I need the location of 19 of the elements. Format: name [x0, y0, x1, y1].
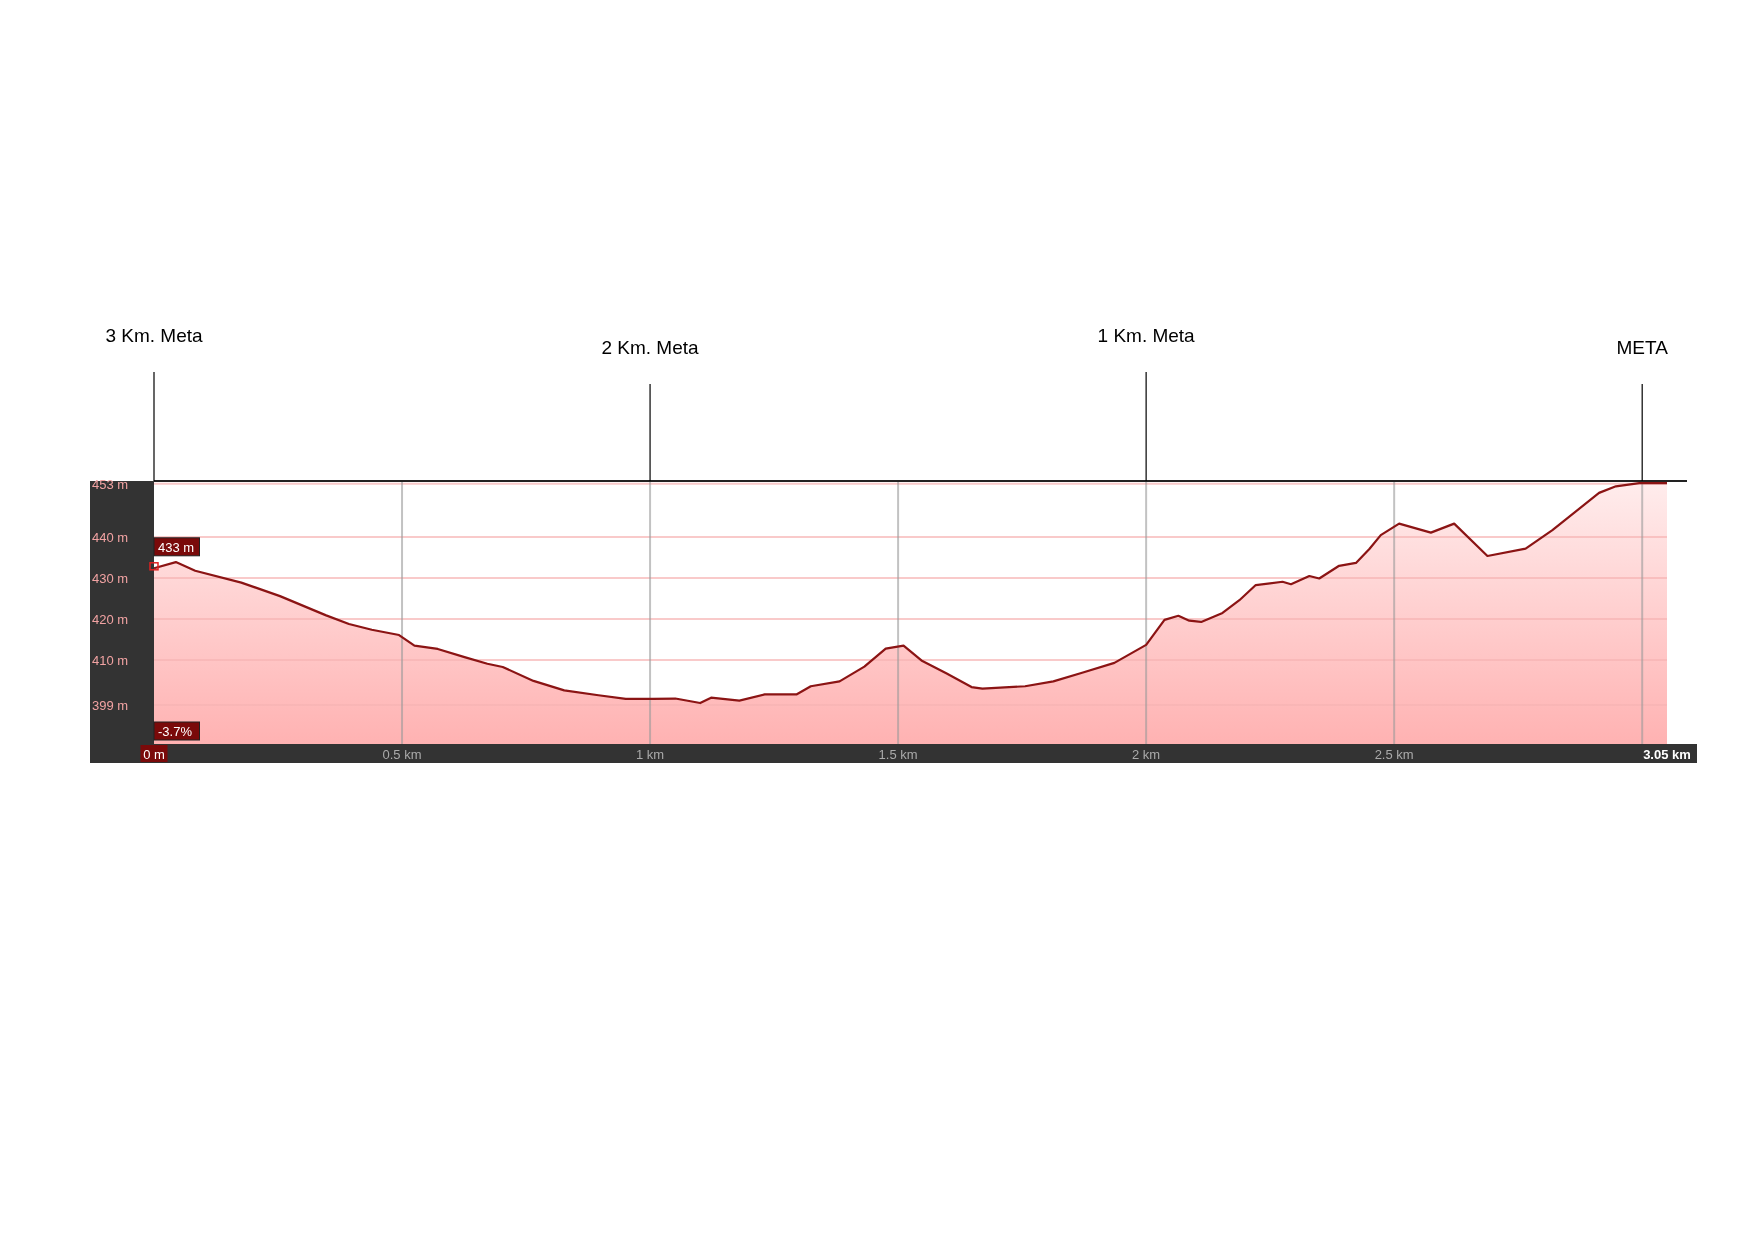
annotation: -3.7% [158, 724, 193, 739]
y-tick-label: 399 m [92, 698, 129, 714]
y-tick-label: 430 m [92, 571, 129, 587]
text: 1 Km. Meta [1097, 325, 1196, 346]
text: META [1616, 337, 1669, 358]
x-tick-label: 3.05 km [1643, 747, 1691, 762]
x-tick-label: 1.5 km [878, 747, 918, 762]
y-tick-label: 410 m [92, 653, 129, 669]
x-tick-label: 2.5 km [1374, 747, 1414, 762]
y-tick-label: 440 m [92, 530, 129, 546]
x-tick-label: 2 km [1132, 747, 1161, 762]
x-tick-label: 1 km [635, 747, 665, 762]
text: 2 Km. Meta [601, 337, 700, 358]
x-tick-label: 0 m [143, 747, 165, 762]
x-tick-label: 0.5 km [382, 747, 422, 762]
text: 3 Km. Meta [105, 325, 203, 346]
y-tick-label: 420 m [92, 612, 129, 628]
y-tick-label: 453 m [92, 476, 129, 492]
annotation: 433 m [158, 539, 195, 555]
